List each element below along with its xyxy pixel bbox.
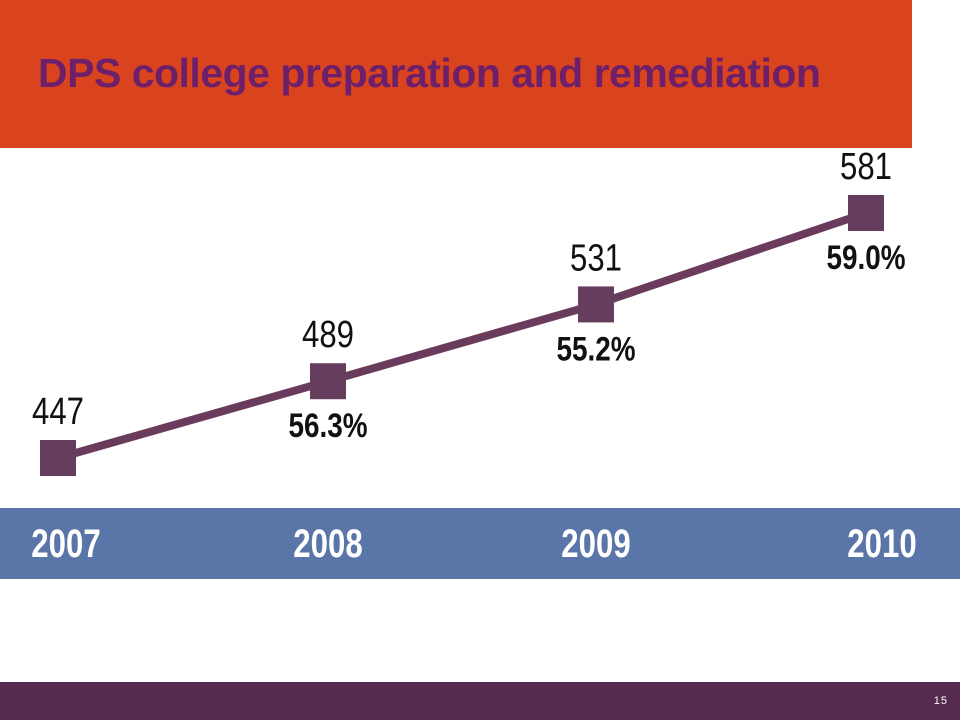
slide-number: 15: [933, 695, 948, 707]
data-percent-label: 59.0%: [826, 238, 905, 276]
data-point-marker: [40, 440, 76, 476]
data-value-label: 531: [570, 238, 622, 280]
data-point-marker: [578, 286, 614, 323]
footer-band: 15: [0, 682, 960, 720]
data-point-marker: [310, 363, 346, 400]
x-tick-label: 2009: [561, 521, 630, 566]
x-tick-label: 2010: [847, 521, 916, 566]
x-tick-label: 2007: [31, 521, 100, 566]
data-value-label: 447: [32, 391, 84, 433]
data-value-label: 489: [302, 314, 354, 356]
data-percent-label: 55.2%: [556, 330, 635, 368]
data-point-marker: [848, 195, 884, 231]
data-value-label: 581: [840, 146, 892, 188]
title-band: [0, 0, 912, 148]
data-percent-label: 56.3%: [288, 407, 367, 445]
x-axis-band: [0, 508, 960, 579]
series-line: [54, 209, 870, 462]
x-tick-label: 2008: [293, 521, 362, 566]
slide-title: DPS college preparation and remediation: [38, 50, 821, 96]
